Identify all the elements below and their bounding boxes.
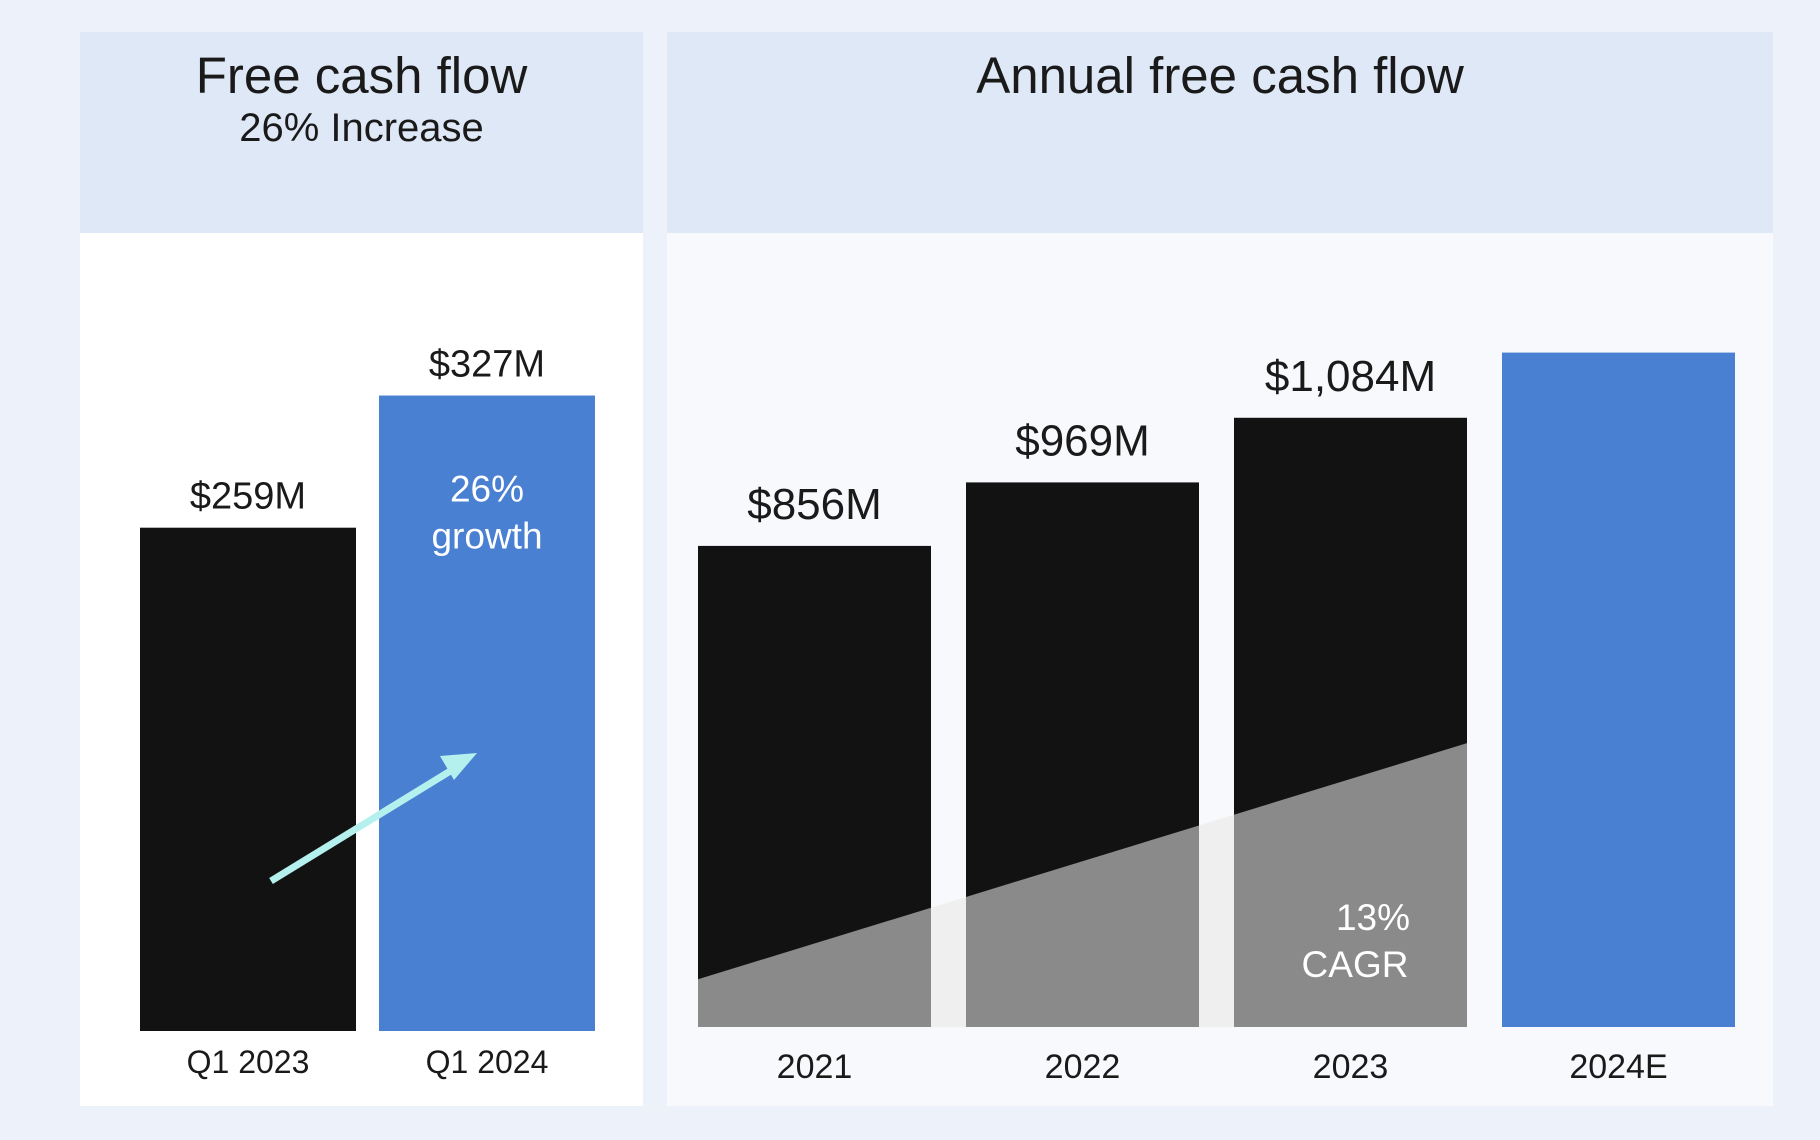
q1-fcf-chart: $259M Q1 2023 $327M Q1 2024 26% growth xyxy=(140,344,595,1080)
x-tick-label-0: Q1 2023 xyxy=(187,1044,310,1080)
x-tick-label-1: Q1 2024 xyxy=(426,1044,549,1080)
x-tick-label-2021: 2021 xyxy=(777,1048,853,1086)
value-label-2021: $856M xyxy=(747,480,882,529)
q1-fcf-header: Free cash flow 26% Increase xyxy=(80,32,643,233)
bar-q1-2023 xyxy=(140,527,356,1031)
growth-arrow-shaft xyxy=(269,767,454,884)
growth-annotation-line2: growth xyxy=(431,516,542,557)
bar-q1-2024 xyxy=(379,395,595,1031)
cagr-band-segment-2022 xyxy=(966,825,1199,1027)
value-label-1: $327M xyxy=(429,344,545,386)
cagr-band-segment-2021 xyxy=(698,907,931,1027)
growth-annotation-line1: 26% xyxy=(450,469,524,510)
bar-2024e xyxy=(1502,352,1735,1027)
annual-fcf-header: Annual free cash flow xyxy=(667,32,1773,233)
annual-fcf-chart: $856M 2021 $969M 2022 $1,084M 2023 2024E 13% CAG… xyxy=(698,352,1735,1086)
value-label-2022: $969M xyxy=(1015,416,1150,465)
x-tick-label-2022: 2022 xyxy=(1045,1048,1121,1086)
annual-fcf-title: Annual free cash flow xyxy=(976,47,1464,104)
x-tick-label-2023: 2023 xyxy=(1313,1048,1389,1086)
cagr-band-segment-2023 xyxy=(1234,743,1467,1027)
cagr-annotation-line2: CAGR xyxy=(1302,944,1409,985)
value-label-2023: $1,084M xyxy=(1265,352,1436,401)
value-label-0: $259M xyxy=(190,476,306,518)
x-tick-label-2024e: 2024E xyxy=(1569,1048,1667,1086)
q1-fcf-panel: Free cash flow 26% Increase $259M Q1 2023… xyxy=(80,32,643,1106)
cagr-annotation-line1: 13% xyxy=(1336,897,1410,938)
q1-fcf-title: Free cash flow xyxy=(195,47,528,104)
annual-fcf-panel: Annual free cash flow $856M 2021 $969M 2022… xyxy=(667,32,1773,1106)
q1-fcf-subtitle: 26% Increase xyxy=(239,106,484,151)
arrow-up-right-icon xyxy=(440,753,477,780)
